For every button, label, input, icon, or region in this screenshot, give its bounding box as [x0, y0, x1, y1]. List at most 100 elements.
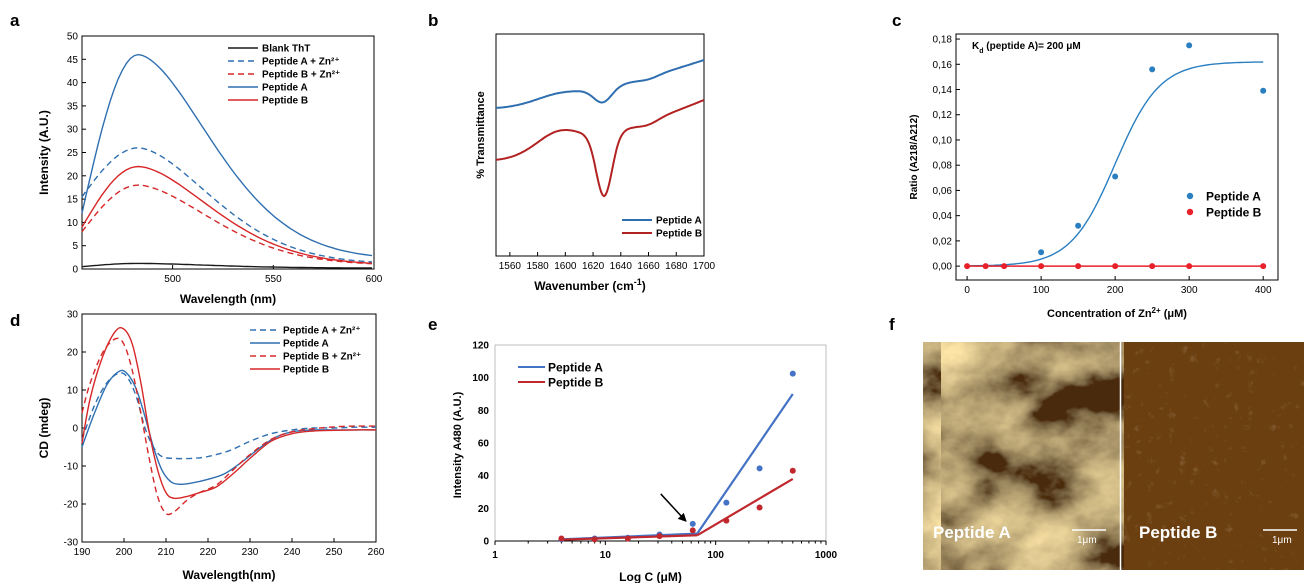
chart-d-ytick-label: 0 [72, 424, 78, 435]
chart-d-ytick-label: -10 [64, 462, 79, 473]
chart-e-point [723, 499, 730, 506]
chart-a-ytick-label: 35 [67, 101, 79, 112]
chart-a-series-line [81, 165, 373, 264]
chart-c-legend-marker [1186, 208, 1194, 216]
chart-d-xtick-label: 230 [242, 547, 259, 558]
chart-b-xtick-label: 1640 [610, 261, 633, 272]
chart-a-legend-label: Peptide B + Zn²⁺ [262, 70, 340, 81]
chart-e-legend-label: Peptide B [548, 376, 604, 390]
chart-a-legend-label: Peptide A [262, 83, 308, 94]
chart-b-series-line [495, 99, 705, 198]
chart-d-legend-label: Peptide B [283, 365, 329, 376]
chart-e-xtick-label: 1 [492, 550, 498, 561]
chart-d-series-line [81, 337, 377, 516]
chart-e-ytick-label: 40 [478, 471, 490, 482]
panel-letter-e: e [428, 315, 437, 334]
panel-letter-c: c [892, 11, 901, 30]
chart-c-point [964, 263, 971, 270]
chart-a-xtick-label: 550 [265, 274, 282, 285]
chart-b-xtick-label: 1700 [693, 261, 716, 272]
chart-c-point [982, 263, 989, 270]
chart-c-xtick-label: 400 [1255, 285, 1272, 296]
chart-d-ytick-label: 30 [67, 310, 79, 321]
chart-c-ytick-label: 0,00 [933, 262, 953, 273]
chart-d-xtick-label: 200 [116, 547, 133, 558]
chart-c-ytick-label: 0,18 [933, 35, 953, 46]
chart-b-xtick-label: 1680 [665, 261, 688, 272]
chart-c-point [1075, 222, 1082, 229]
panel-letter-f: f [889, 315, 895, 334]
chart-a-legend-label: Peptide B [262, 96, 308, 107]
chart-e-point [789, 467, 796, 474]
chart-a-legend-label: Blank ThT [262, 44, 310, 55]
chart-c-xtick-label: 100 [1033, 285, 1050, 296]
chart-d-xtick-label: 210 [158, 547, 175, 558]
chart-e-xtick-label: 1000 [815, 550, 838, 561]
chart-e-fit-line [696, 393, 794, 535]
scale-label-b: 1μm [1272, 535, 1292, 546]
chart-a-series-line [81, 184, 373, 265]
chart-c-annotation: Kd (peptide A)= 200 μM [972, 41, 1081, 55]
chart-e-point [756, 504, 763, 511]
chart-d-xtick-label: 250 [326, 547, 343, 558]
chart-a-ytick-label: 45 [67, 55, 79, 66]
chart-c-ytick-label: 0,14 [933, 85, 953, 96]
chart-e-xtick-label: 10 [600, 550, 612, 561]
chart-d-ytick-label: -20 [64, 500, 79, 511]
chart-c-legend-label: Peptide B [1206, 206, 1262, 220]
chart-c-point [1038, 263, 1045, 270]
chart-b: 1560 1580 1600 1620 1640 1660 1680 1700 Wavenumb… [475, 33, 716, 293]
chart-c-xtick-label: 0 [964, 285, 970, 296]
chart-e-ytick-label: 100 [472, 373, 489, 384]
chart-e: 1 10 100 1000 0 20 40 60 80 100 120 Log C (μM) Inten… [452, 341, 838, 583]
chart-e-frame [494, 344, 827, 542]
chart-d-ytick-label: 20 [67, 348, 79, 359]
chart-c-frame [955, 33, 1279, 281]
chart-c-point [1149, 263, 1156, 270]
chart-e-point [689, 527, 696, 534]
chart-a-ytick-label: 15 [67, 195, 79, 206]
chart-d-xlabel: Wavelength(nm) [183, 568, 276, 582]
chart-c-point [1260, 87, 1267, 94]
chart-d-xtick-label: 220 [200, 547, 217, 558]
chart-b-xlabel: Wavenumber (cm-1) [534, 277, 646, 293]
chart-c-legend-label: Peptide A [1206, 190, 1261, 204]
chart-c-point [1186, 263, 1193, 270]
chart-e-ytick-label: 80 [478, 406, 490, 417]
chart-c-xtick-label: 300 [1181, 285, 1198, 296]
chart-c-point [1075, 263, 1082, 270]
chart-e-point [656, 533, 663, 540]
chart-d-series-line [81, 326, 377, 500]
chart-c-ytick-label: 0,02 [933, 236, 953, 247]
chart-c-ytick-label: 0,04 [933, 211, 953, 222]
chart-b-legend-label: Peptide B [656, 229, 702, 240]
chart-e-arrow-shaft [660, 493, 686, 521]
chart-d-series-line [81, 372, 377, 460]
chart-b-series-line [495, 59, 705, 109]
scale-label-a: 1μm [1077, 535, 1097, 546]
chart-e-fit-line [696, 477, 794, 537]
chart-e-ytick-label: 20 [478, 504, 490, 515]
chart-d: 190 200 210 220 230 240 250 260 -30 -20 -10 0 10 20 30… [37, 310, 385, 583]
afm-images: Peptide A Peptide B 1μm 1μm [923, 342, 1304, 570]
chart-a-ylabel: Intensity (A.U.) [37, 110, 51, 195]
chart-a-ytick-label: 25 [67, 148, 79, 159]
chart-b-xtick-label: 1600 [554, 261, 577, 272]
chart-a-series-line [81, 53, 373, 257]
chart-d-legend-label: Peptide A [283, 339, 329, 350]
chart-c-xlabel: Concentration of Zn2+ (μM) [1047, 306, 1187, 321]
chart-a-ytick-label: 0 [72, 265, 78, 276]
chart-a-ytick-label: 30 [67, 125, 79, 136]
chart-c-ytick-label: 0,16 [933, 60, 953, 71]
chart-c-ytick-label: 0,12 [933, 110, 953, 121]
chart-b-xtick-label: 1580 [526, 261, 549, 272]
chart-a-xlabel: Wavelength (nm) [180, 292, 276, 306]
chart-c-fit-line [967, 61, 1264, 267]
chart-b-xtick-label: 1660 [637, 261, 660, 272]
chart-a-ytick-label: 20 [67, 171, 79, 182]
chart-d-ytick-label: 10 [67, 386, 79, 397]
afm-fibrils-b [1121, 342, 1304, 570]
chart-a-ytick-label: 10 [67, 218, 79, 229]
chart-c-point [1112, 173, 1119, 180]
chart-c-ytick-label: 0,06 [933, 186, 953, 197]
